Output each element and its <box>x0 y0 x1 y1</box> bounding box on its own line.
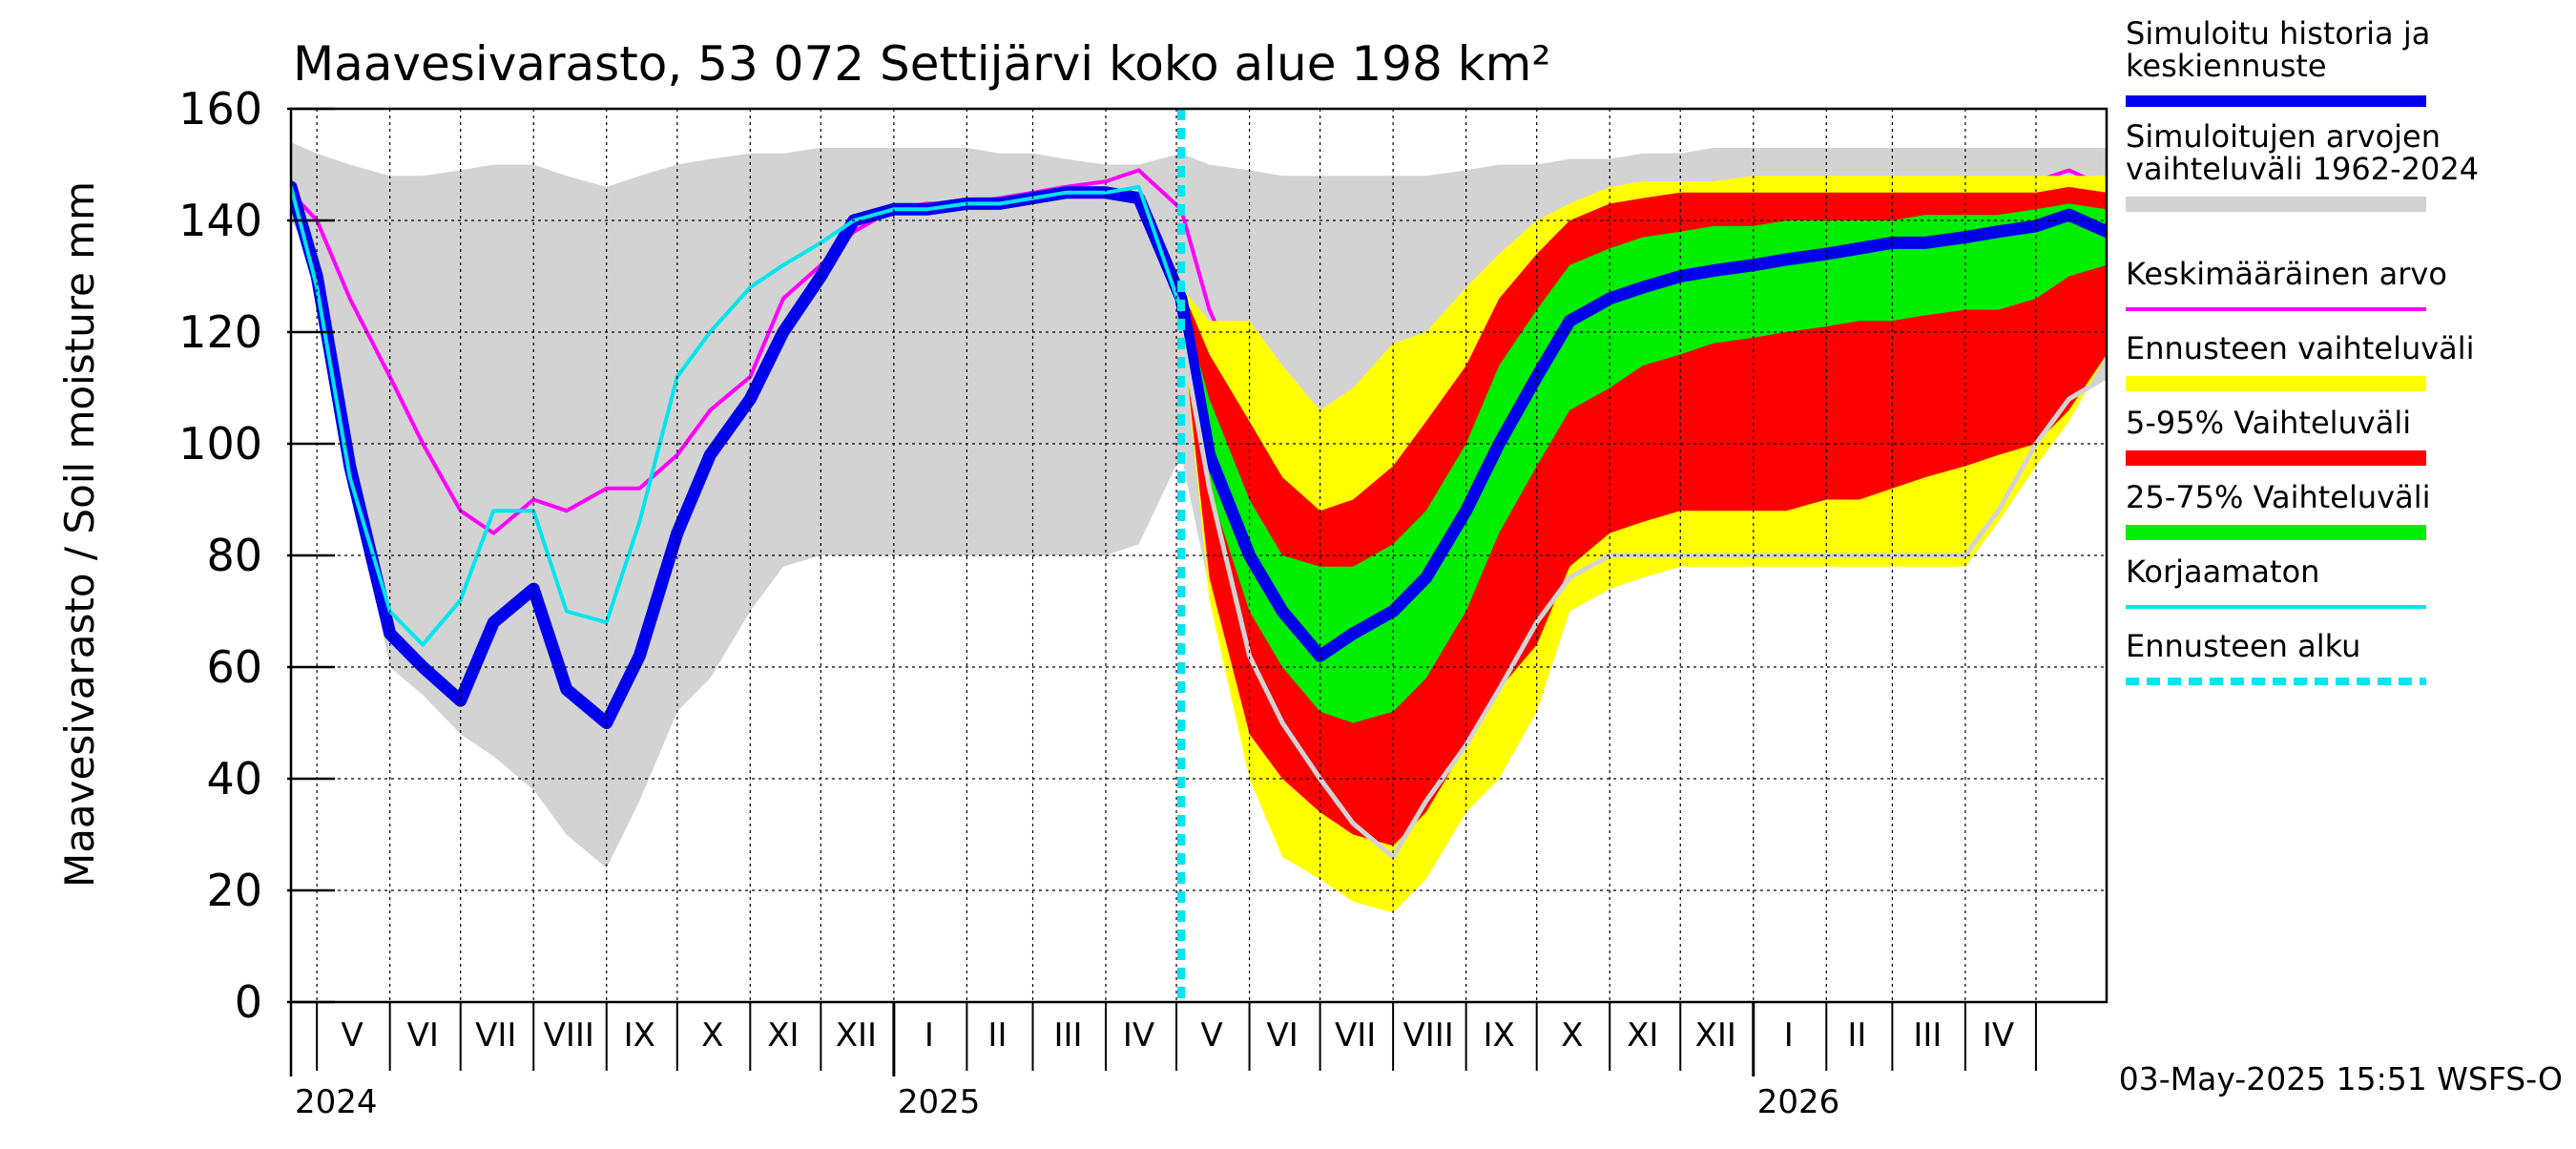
series-simuloitu-historia-ja-keskiennuste <box>291 180 2107 729</box>
legend-label: 25-75% Vaihteluväli <box>2126 479 2430 515</box>
month-label: VII <box>1335 1016 1376 1055</box>
month-label: VIII <box>1402 1016 1453 1055</box>
legend-label: keskiennuste <box>2126 48 2327 84</box>
month-label: II <box>987 1016 1007 1055</box>
legend-item: Ennusteen vaihteluväli <box>2126 330 2475 391</box>
month-label: VII <box>475 1016 516 1055</box>
month-label: VI <box>1266 1016 1298 1055</box>
month-label: III <box>1913 1016 1942 1055</box>
month-label: XI <box>767 1016 799 1055</box>
month-label: XII <box>836 1016 877 1055</box>
legend-item: Keskimääräinen arvo <box>2126 256 2447 311</box>
y-tick-label: 100 <box>178 418 262 470</box>
year-label: 2026 <box>1757 1083 1840 1121</box>
legend-label: Ennusteen vaihteluväli <box>2126 330 2475 366</box>
year-label: 2024 <box>295 1083 378 1121</box>
chart-title: Maavesivarasto, 53 072 Settijärvi koko a… <box>293 36 1550 92</box>
month-label: I <box>924 1016 934 1055</box>
series-layer <box>291 142 2107 913</box>
legend-label: 5-95% Vaihteluväli <box>2126 405 2411 441</box>
legend: Simuloitu historia jakeskiennusteSimuloi… <box>2126 15 2479 685</box>
year-label: 2025 <box>898 1083 981 1121</box>
y-tick-label: 20 <box>206 865 262 916</box>
legend-label: Simuloitujen arvojen <box>2126 118 2441 155</box>
month-label: X <box>701 1016 723 1055</box>
y-tick-label: 40 <box>206 753 262 804</box>
legend-label: Simuloitu historia ja <box>2126 15 2430 52</box>
legend-label: Korjaamaton <box>2126 554 2319 590</box>
month-label: V <box>342 1016 364 1055</box>
y-tick-label: 80 <box>206 530 262 581</box>
month-label: IX <box>624 1016 655 1055</box>
month-label: X <box>1561 1016 1583 1055</box>
month-label: XI <box>1627 1016 1658 1055</box>
month-label: II <box>1847 1016 1866 1055</box>
y-tick-label: 140 <box>178 195 262 246</box>
y-tick-label: 0 <box>235 976 262 1028</box>
legend-label: vaihteluväli 1962-2024 <box>2126 151 2479 187</box>
month-label: VIII <box>544 1016 594 1055</box>
legend-item: Ennusteen alku <box>2126 628 2426 685</box>
legend-item: Korjaamaton <box>2126 554 2426 609</box>
month-label: I <box>1784 1016 1794 1055</box>
legend-label: Keskimääräinen arvo <box>2126 256 2447 292</box>
month-label: IV <box>1123 1016 1154 1055</box>
legend-label: Ennusteen alku <box>2126 628 2360 664</box>
month-label: XII <box>1695 1016 1736 1055</box>
footer-timestamp: 03-May-2025 15:51 WSFS-O <box>2119 1060 2563 1097</box>
month-label: V <box>1200 1016 1222 1055</box>
y-tick-label: 160 <box>178 83 262 135</box>
month-label: VI <box>407 1016 439 1055</box>
legend-item: 5-95% Vaihteluväli <box>2126 405 2426 466</box>
month-label: III <box>1053 1016 1082 1055</box>
y-tick-label: 120 <box>178 306 262 358</box>
legend-item: 25-75% Vaihteluväli <box>2126 479 2430 540</box>
y-tick-label: 60 <box>206 641 262 693</box>
series-korjaamaton <box>291 184 1183 647</box>
month-label: IX <box>1484 1016 1515 1055</box>
month-label: IV <box>1983 1016 2014 1055</box>
y-axis-label: Maavesivarasto / Soil moisture mm <box>56 181 103 888</box>
